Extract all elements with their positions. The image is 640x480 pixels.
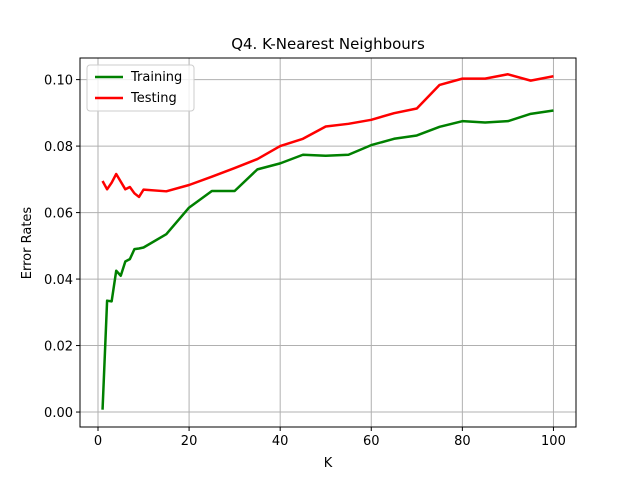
series-line-testing (101, 73, 554, 199)
plot-area (80, 58, 576, 427)
legend-label-testing: Testing (130, 91, 177, 106)
series-layer (101, 73, 554, 410)
legend-label-training: Training (130, 70, 182, 85)
y-tick-label: 0.06 (44, 207, 73, 222)
y-tick-label: 0.10 (44, 74, 73, 89)
y-axis-ticks: 0.00 0.02 0.04 0.06 0.08 0.10 (44, 74, 80, 421)
x-axis-label: K (324, 456, 333, 471)
series-line-training (101, 109, 554, 410)
chart-title: Q4. K-Nearest Neighbours (231, 35, 425, 53)
x-tick-label: 80 (454, 434, 471, 449)
x-tick-label: 100 (541, 434, 566, 449)
legend: Training Testing (86, 64, 195, 112)
x-tick-label: 60 (363, 434, 380, 449)
y-tick-label: 0.04 (44, 273, 73, 288)
plot-frame (79, 57, 577, 428)
y-tick-label: 0.08 (44, 140, 73, 155)
grid (80, 58, 576, 427)
y-tick-label: 0.00 (44, 406, 73, 421)
x-tick-label: 0 (94, 434, 102, 449)
x-axis-ticks: 0 20 40 60 80 100 (94, 427, 566, 449)
y-tick-label: 0.02 (44, 340, 73, 355)
x-tick-label: 40 (272, 434, 289, 449)
x-tick-label: 20 (181, 434, 198, 449)
y-axis-label: Error Rates (20, 207, 35, 280)
